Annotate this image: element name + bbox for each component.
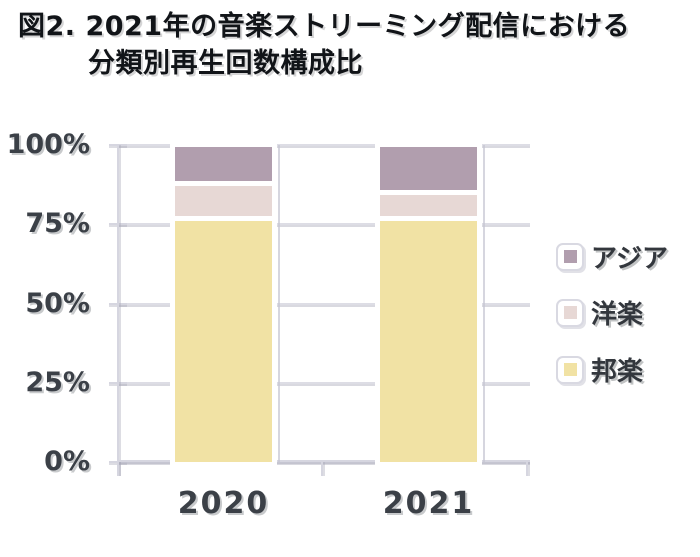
bar-2021-segment-western xyxy=(380,194,477,217)
chart-title-line-2: 分類別再生回数構成比 xyxy=(88,48,363,79)
y-axis-label-100: 100% xyxy=(6,129,90,160)
bar-2021 xyxy=(375,142,482,467)
bar-2021-segment-japanese xyxy=(380,221,477,462)
chart-title-line-1: 図2. 2021年の音楽ストリーミング配信における xyxy=(18,11,631,42)
chart-title: 図2. 2021年の音楽ストリーミング配信における 分類別再生回数構成比 xyxy=(18,8,678,82)
x-axis-label-2021: 2021 xyxy=(382,486,475,521)
gridline-0 xyxy=(118,461,530,463)
x-axis-tick-2 xyxy=(526,462,528,476)
legend-swatch-box-japanese xyxy=(556,355,584,384)
y-axis-line xyxy=(117,145,119,476)
bar-outline-shadow-2020 xyxy=(278,145,280,462)
bar-outline-shadow-2021 xyxy=(483,145,485,462)
gridline-100 xyxy=(118,144,530,146)
bar-2020-segment-japanese xyxy=(175,221,272,462)
y-axis-label-75: 75% xyxy=(25,208,90,240)
legend-swatch-box-asia xyxy=(556,242,584,271)
legend-swatch-western xyxy=(563,306,577,319)
legend-label-japanese: 邦楽 xyxy=(591,357,644,387)
legend-label-western: 洋楽 xyxy=(591,300,644,330)
bar-2020-segment-asia xyxy=(175,147,272,181)
x-axis-tick-0 xyxy=(117,462,119,476)
bar-2021-segment-asia xyxy=(380,147,477,190)
legend-label-asia: アジア xyxy=(591,244,668,274)
x-axis-tick-1 xyxy=(321,462,323,476)
bar-2020-segment-western xyxy=(175,185,272,217)
gridline-50 xyxy=(118,302,530,305)
legend-swatch-box-western xyxy=(556,298,584,327)
y-axis-label-50: 50% xyxy=(25,287,90,319)
legend-item-western: 洋楽 xyxy=(556,294,643,331)
y-axis-label-0: 0% xyxy=(44,446,90,477)
x-axis-label-2020: 2020 xyxy=(177,486,270,521)
legend-item-japanese: 邦楽 xyxy=(556,351,643,388)
gridline-25 xyxy=(118,381,530,384)
plot-area xyxy=(109,142,530,476)
x-axis-line xyxy=(118,460,530,462)
legend-swatch-asia xyxy=(563,250,577,263)
y-axis-label-25: 25% xyxy=(25,366,90,398)
gridline-75 xyxy=(118,223,530,226)
bar-2020 xyxy=(170,142,277,467)
legend-item-asia: アジア xyxy=(556,238,668,275)
legend-swatch-japanese xyxy=(563,363,577,376)
